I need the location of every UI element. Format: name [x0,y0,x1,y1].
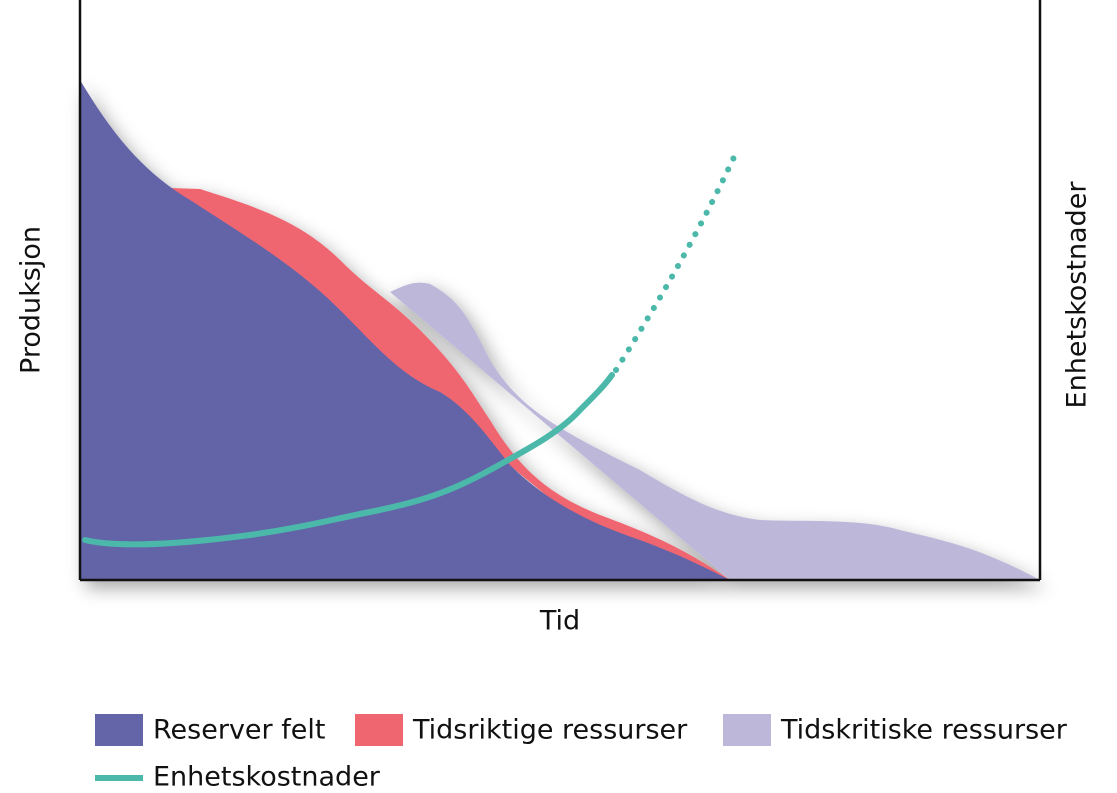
legend-swatch [723,714,771,746]
legend-swatch [355,714,403,746]
legend-label: Tidskritiske ressurser [780,715,1068,746]
y2-axis-label: Enhetskostnader [1062,181,1093,409]
line-enhetskostnader [82,372,615,548]
y-axis-label: Produksjon [16,226,47,374]
area-reserver [80,80,730,580]
plot [80,80,1040,580]
axes [78,0,1042,582]
legend-label: Tidsriktige ressurser [412,715,688,746]
legend-label: Reserver felt [153,715,325,746]
area-tidskritiske [390,282,1040,580]
x-axis-label: Tid [539,606,580,637]
legend: Reserver felt Tidsriktige ressurser Tids… [95,714,1068,793]
line-enhetskostnader-dotted [613,152,738,373]
legend-swatch [95,714,143,746]
legend-label: Enhetskostnader [153,762,381,793]
